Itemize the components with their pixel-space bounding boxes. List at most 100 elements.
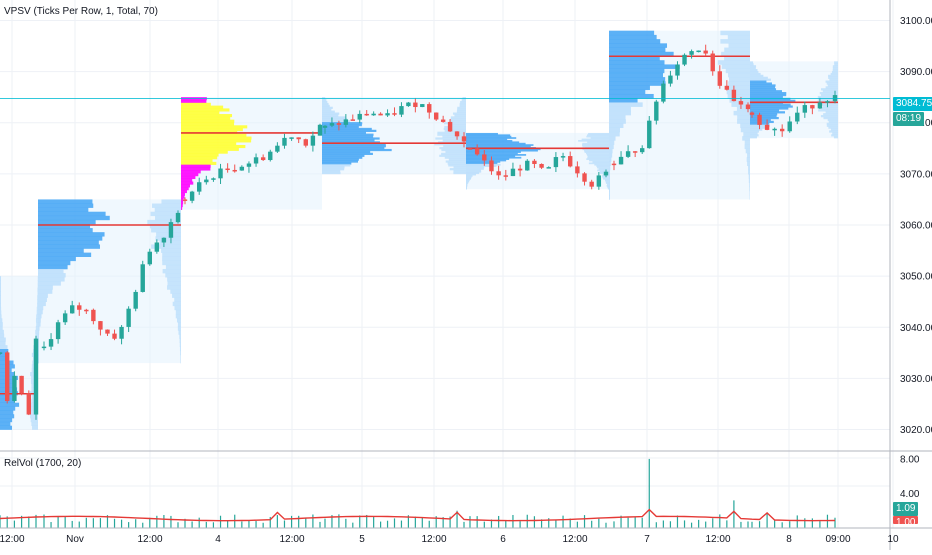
profile-row — [38, 236, 102, 240]
candle-body — [275, 146, 279, 152]
candle-body — [455, 131, 459, 136]
profile-row — [609, 195, 610, 200]
profile-row-right — [828, 77, 838, 79]
profile-row — [322, 153, 373, 155]
profile-row — [750, 109, 779, 111]
profile-row-right — [435, 137, 466, 139]
profile-row — [181, 153, 219, 156]
time-tick-label: 6 — [500, 534, 506, 545]
profile-row — [322, 126, 359, 128]
profile-row-right — [36, 322, 38, 326]
candle-body — [204, 180, 208, 183]
profile-row — [181, 122, 234, 125]
profile-row-right — [174, 306, 181, 310]
profile-row-right — [439, 155, 466, 157]
candle-body — [689, 51, 693, 55]
profile-row-right — [156, 232, 181, 236]
profile-row — [322, 155, 364, 157]
profile-row — [181, 106, 223, 109]
profile-row — [181, 145, 245, 148]
profile-row — [181, 179, 192, 182]
profile-row-right — [460, 103, 466, 105]
candle-body — [63, 313, 67, 322]
profile-row-right — [726, 86, 750, 91]
profile-row-right — [36, 318, 38, 322]
profile-row-right — [749, 187, 750, 192]
profile-row — [322, 99, 326, 101]
profile-row-right — [827, 125, 838, 127]
profile-row — [609, 123, 623, 128]
price-tick-label: 3050.00 — [900, 272, 932, 283]
candle-body — [27, 393, 31, 414]
profile-row — [38, 208, 88, 212]
profile-row-right — [457, 111, 466, 113]
profile-row — [0, 330, 4, 334]
profile-row — [609, 31, 654, 36]
time-tick-label: 09:00 — [825, 534, 850, 545]
profile-row — [181, 117, 230, 120]
profile-row — [609, 60, 664, 65]
profile-row — [322, 159, 359, 161]
profile-row — [750, 75, 763, 77]
profile-row-right — [167, 277, 181, 281]
profile-row — [0, 276, 1, 280]
candle-body — [525, 161, 529, 171]
candle-body — [141, 264, 145, 292]
profile-row-right — [834, 61, 838, 63]
profile-row-right — [450, 168, 466, 170]
profile-row-right — [37, 303, 38, 307]
profile-row-right — [441, 149, 466, 151]
profile-row — [181, 170, 201, 173]
profile-row-right — [748, 166, 750, 171]
profile-row — [609, 140, 614, 145]
profile-row — [181, 128, 243, 131]
profile-row-right — [448, 162, 466, 164]
profile-row-right — [747, 153, 750, 158]
profile-row-right — [749, 178, 750, 183]
profile-row — [322, 166, 345, 168]
profile-row-right — [823, 90, 838, 92]
profile-row — [322, 116, 346, 118]
profile-row — [322, 105, 330, 107]
profile-row-right — [742, 136, 750, 141]
relvol-indicator-label[interactable]: RelVol (1700, 20) — [4, 458, 81, 469]
candle-body — [448, 122, 452, 131]
profile-row — [750, 88, 776, 90]
candle-body — [126, 309, 130, 327]
profile-row-right — [729, 77, 750, 82]
profile-row — [750, 82, 772, 84]
profile-row — [38, 249, 84, 253]
time-tick-label: Nov — [66, 534, 84, 545]
profile-row-right — [31, 418, 38, 422]
profile-row — [609, 170, 610, 175]
profile-row — [181, 134, 246, 137]
profile-row — [750, 130, 759, 132]
candle-body — [119, 327, 123, 339]
profile-row-right — [462, 99, 466, 101]
profile-row-right — [36, 326, 38, 330]
profile-row-right — [174, 298, 181, 302]
relvol-value-tag: 1.09 — [893, 502, 918, 516]
profile-row-right — [155, 208, 181, 212]
profile-row-right — [823, 113, 838, 115]
candle-body — [462, 136, 466, 141]
profile-row — [0, 414, 14, 418]
time-tick-label: 10 — [887, 534, 899, 545]
profile-row-right — [832, 132, 838, 134]
profile-row — [609, 132, 620, 137]
profile-row-right — [720, 39, 750, 44]
profile-row-right — [454, 166, 466, 168]
profile-row-right — [178, 330, 181, 334]
profile-row-right — [437, 134, 466, 136]
candle-body — [668, 76, 672, 84]
candle-body — [169, 222, 173, 238]
profile-row — [609, 69, 664, 74]
profile-row — [750, 128, 762, 130]
profile-row — [38, 216, 110, 220]
profile-row — [0, 280, 1, 284]
profile-row-right — [828, 84, 838, 86]
vpsv-indicator-label[interactable]: VPSV (Ticks Per Row, 1, Total, 70) — [4, 6, 158, 17]
candle-body — [289, 137, 293, 139]
